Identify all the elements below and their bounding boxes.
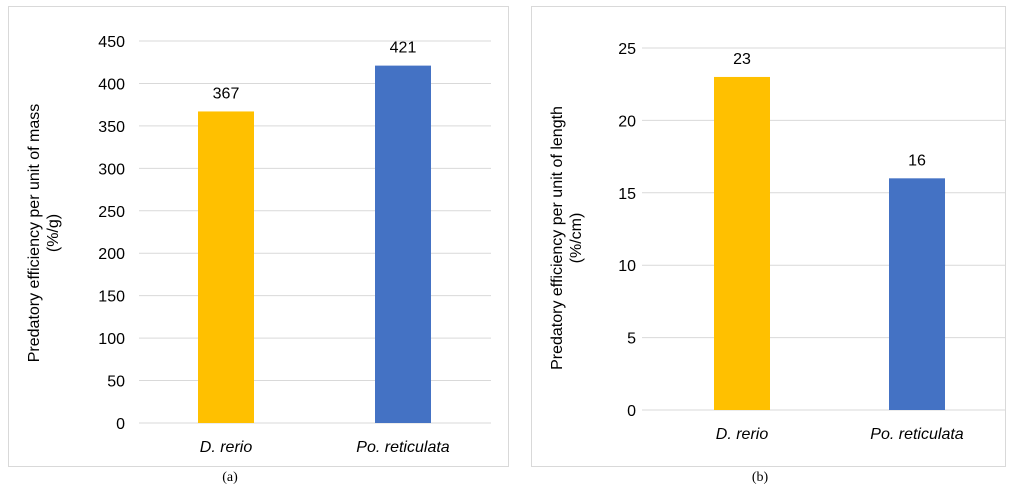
category-label: Po. reticulata [870, 426, 963, 443]
y-axis-title: Predatory efficiency per unit of mass (%/… [26, 104, 62, 363]
y-tick-label: 0 [116, 416, 125, 433]
y-tick-label: 450 [98, 34, 125, 51]
y-axis-title: Predatory efficiency per unit of length(… [549, 106, 585, 370]
y-tick-label: 25 [618, 41, 636, 58]
chart-panel-b: 0 5 10 15 20 25 23 D. rerio 16 Po. reticulata Pred… [531, 6, 1006, 467]
y-tick-label: 300 [98, 161, 125, 178]
y-axis-title-line: (%/cm) [568, 213, 585, 264]
y-tick-label: 10 [618, 258, 636, 275]
y-tick-label: 0 [627, 403, 636, 420]
caption-a: (a) [222, 470, 238, 485]
y-tick-label: 15 [618, 186, 636, 203]
data-label: 16 [908, 152, 926, 169]
y-tick-label: 150 [98, 289, 125, 306]
data-label: 23 [733, 51, 751, 68]
y-tick-label: 5 [627, 331, 636, 348]
y-axis-title-line: Predatory efficiency per unit of mass [26, 104, 43, 363]
chart-a-svg: 0 50 100 150 200 250 300 350 400 450 367 D. rerio 42… [26, 34, 491, 456]
chart-panel-a: 0 50 100 150 200 250 300 350 400 450 367 D. rerio 42… [8, 6, 509, 467]
data-label: 421 [390, 40, 417, 57]
bar [375, 65, 431, 423]
bar [889, 178, 945, 410]
y-axis-title-line: Predatory efficiency per unit of length [549, 106, 566, 370]
category-label: D. rerio [200, 439, 253, 456]
y-tick-label: 200 [98, 246, 125, 263]
category-label: D. rerio [716, 426, 769, 443]
y-tick-label: 20 [618, 113, 636, 130]
y-tick-label: 250 [98, 204, 125, 221]
y-axis-title-line: (%/g) [45, 214, 62, 252]
y-tick-label: 350 [98, 119, 125, 136]
y-tick-label: 400 [98, 76, 125, 93]
category-label: Po. reticulata [356, 439, 449, 456]
caption-b: (b) [751, 470, 769, 485]
data-label: 367 [213, 85, 240, 102]
bar [714, 76, 770, 411]
chart-b-svg: 0 5 10 15 20 25 23 D. rerio 16 Po. reticulata Pred… [549, 41, 1006, 443]
y-tick-label: 100 [98, 331, 125, 348]
y-tick-label: 50 [107, 374, 125, 391]
bar [198, 111, 254, 424]
